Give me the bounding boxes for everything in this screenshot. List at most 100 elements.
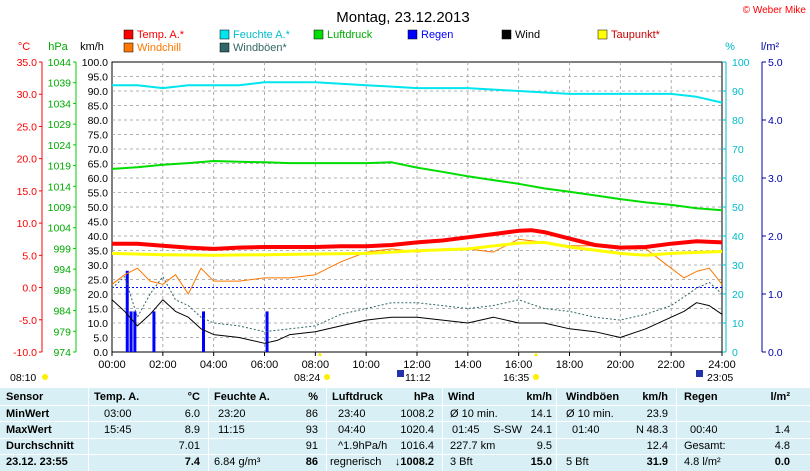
tick-label-humidity: 40 <box>732 231 744 243</box>
tick-label-wind: 85.0 <box>88 101 109 113</box>
tick-label-humidity: 90 <box>732 86 744 98</box>
header-pressure-unit: hPa <box>413 391 434 403</box>
x-tick-label: 22:00 <box>657 359 685 371</box>
legend-swatch <box>501 29 512 40</box>
header-humidity-unit: % <box>308 391 318 403</box>
tick-label-pressure: 989 <box>53 285 71 297</box>
sun-noon-time: 08:24 <box>294 372 320 384</box>
x-tick-label: 24:00 <box>708 359 736 371</box>
tick-label-pressure: 1009 <box>48 202 72 214</box>
legend-label: Luftdruck <box>327 29 373 41</box>
series-luftdruck <box>111 160 723 212</box>
gust-time: 01:40 <box>572 424 600 436</box>
legend-swatch <box>597 29 608 40</box>
header-pressure: Luftdruck <box>332 391 383 403</box>
legend-swatch <box>313 29 324 40</box>
series-windben <box>111 276 723 333</box>
tick-label-wind: 90.0 <box>88 86 109 98</box>
gust-value: 23.9 <box>646 408 668 420</box>
header-wind-unit: km/h <box>526 391 552 403</box>
moonrise-time: 11:12 <box>405 372 431 384</box>
header-wind: Wind <box>448 391 475 403</box>
temp-value: 8.9 <box>184 424 200 436</box>
tick-label-wind: 10.0 <box>88 318 109 330</box>
table-col-divider <box>676 388 677 471</box>
pressure-value: 1016.4 <box>400 440 434 452</box>
table-row-divider <box>0 454 810 455</box>
sunrise-time: 08:10 <box>10 372 36 384</box>
row-label: MinWert <box>6 408 50 420</box>
gust-direction: N <box>636 424 644 436</box>
humidity-value: 91 <box>305 440 318 452</box>
legend-swatch <box>407 29 418 40</box>
tick-label-pressure: 1029 <box>48 119 72 131</box>
x-tick-label: 04:00 <box>200 359 228 371</box>
tick-label-pressure: 979 <box>53 326 71 338</box>
tick-label-wind: 15.0 <box>88 304 109 316</box>
tick-label-pressure: 974 <box>53 347 71 359</box>
tick-label-pressure: 1044 <box>48 57 72 69</box>
tick-label-pressure: 999 <box>53 243 71 255</box>
tick-label-pressure: 1004 <box>48 223 72 235</box>
tick-label-wind: 20.0 <box>88 289 109 301</box>
tick-label-temp: 5.0 <box>22 250 37 262</box>
series-tempa <box>112 228 723 251</box>
row-label: 23.12. 23:55 <box>6 456 68 468</box>
grid <box>112 62 722 352</box>
sun-marker <box>534 352 538 356</box>
table-row-divider <box>0 405 810 406</box>
rain-bar <box>202 311 205 352</box>
gust-desc: 5 Bft <box>566 456 589 468</box>
table-col-divider <box>88 388 89 471</box>
rain-bar <box>152 311 156 352</box>
pressure-value: 1020.4 <box>400 424 434 436</box>
copyright: © Weber Mike <box>743 5 807 16</box>
rain-bar <box>129 311 133 352</box>
tick-label-pressure: 1024 <box>48 140 72 152</box>
axis-labels: °C hPa km/h% l/m² <box>18 41 780 53</box>
pressure-value: ↓1008.2 <box>394 456 434 468</box>
series-feuchtea <box>112 81 723 104</box>
tick-label-rain: 0.0 <box>768 347 783 359</box>
statistics-table: Sensor Temp. A. °C Feuchte A.% Luftdruck hPa W… <box>0 388 810 471</box>
legend-label: Regen <box>421 29 453 41</box>
axis-unit-humidity: % <box>725 41 735 53</box>
tick-label-wind: 45.0 <box>88 217 109 229</box>
tick-label-humidity: 50 <box>732 202 744 214</box>
gust-value: 12.4 <box>646 440 668 452</box>
tick-label-temp: 0.0 <box>22 283 37 295</box>
tick-label-humidity: 80 <box>732 115 744 127</box>
tick-label-temp: -10.0 <box>13 347 37 359</box>
gust-value: 48.3 <box>646 424 668 436</box>
legend-swatch <box>219 29 230 40</box>
rain-value: 4.8 <box>774 440 790 452</box>
table-col-divider <box>208 388 209 471</box>
temp-time: 03:00 <box>104 408 132 420</box>
tick-label-humidity: 0 <box>732 347 738 359</box>
table-col-divider <box>556 388 557 471</box>
tick-label-wind: 55.0 <box>88 188 109 200</box>
tick-label-pressure: 984 <box>53 306 71 318</box>
legend-label: Wind <box>515 29 540 41</box>
annotations: 08:10 08:24 11:12 16:35 23:05 <box>10 352 733 384</box>
table-col-divider <box>442 388 443 471</box>
x-tick-label: 06:00 <box>251 359 279 371</box>
tick-label-wind: 40.0 <box>88 231 109 243</box>
tick-label-temp: 35.0 <box>17 57 38 69</box>
x-tick-label: 02:00 <box>149 359 177 371</box>
x-tick-label: 16:00 <box>505 359 533 371</box>
pressure-time: 04:40 <box>338 424 366 436</box>
tick-label-rain: 5.0 <box>768 57 783 69</box>
sun-icon <box>42 374 48 380</box>
x-tick-label: 08:00 <box>302 359 330 371</box>
tick-label-rain: 4.0 <box>768 115 783 127</box>
wind-time: 01:45 <box>452 424 480 436</box>
tick-label-pressure: 1039 <box>48 78 72 90</box>
sunset-time: 16:35 <box>503 372 529 384</box>
temp-value: 7.01 <box>178 440 200 452</box>
gust-value: 31.9 <box>646 456 668 468</box>
edge-strip <box>796 26 810 356</box>
sun-icon <box>324 374 330 380</box>
table-row-divider <box>0 438 810 439</box>
x-tick-label: 00:00 <box>98 359 126 371</box>
